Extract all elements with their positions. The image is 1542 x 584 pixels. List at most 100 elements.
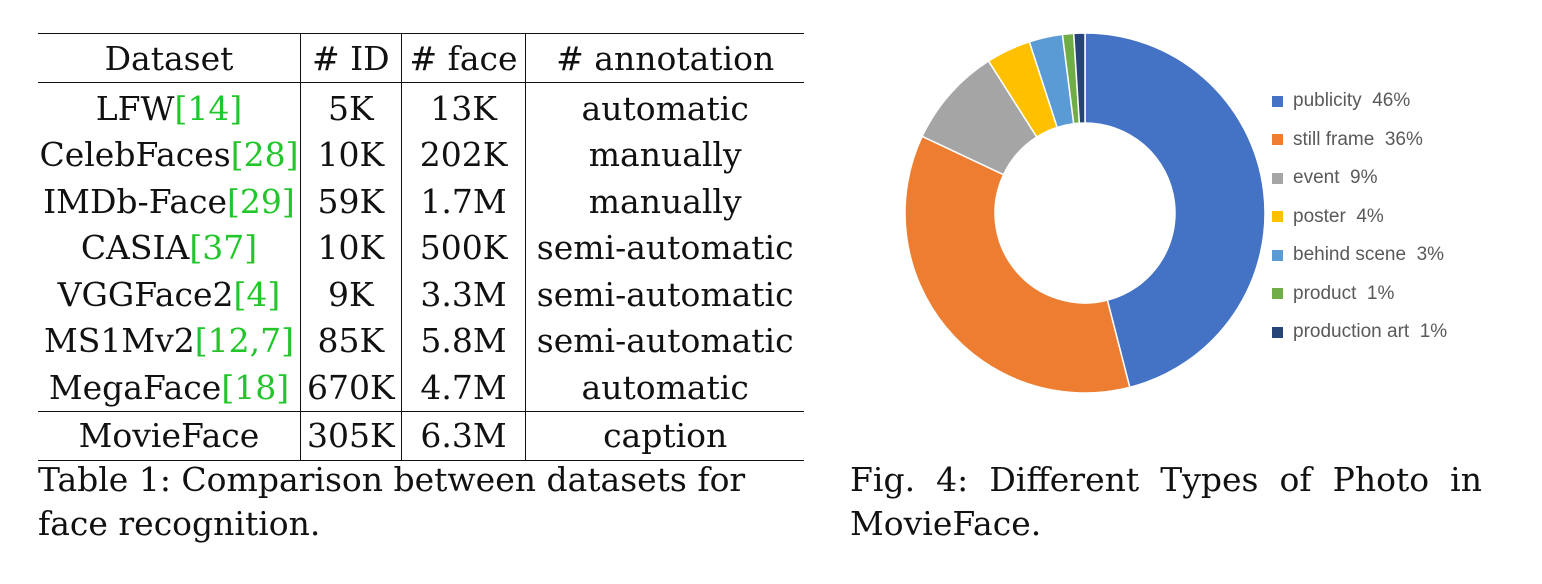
citation-open-bracket: [: [230, 135, 244, 175]
citation-open-bracket: [: [194, 321, 208, 361]
citation-link[interactable]: 28: [243, 135, 286, 175]
table-body: LFW[14] 5K 13K automatic CelebFaces[28] 10K 20…: [38, 82, 804, 412]
table-row: IMDb-Face[29] 59K 1.7M manually: [38, 178, 804, 225]
legend-label: still frame 36%: [1293, 128, 1423, 150]
annotation-cell: automatic: [581, 88, 749, 128]
face-count-cell: 202K: [401, 131, 527, 178]
citation-close-bracket: ]: [285, 135, 299, 175]
annotation-cell: semi-automatic: [536, 228, 794, 268]
legend-label: behind scene 3%: [1293, 244, 1445, 266]
face-count-cell: 13K: [401, 82, 527, 132]
legend-swatch: [1272, 211, 1283, 223]
face-count-cell: 4.7M: [401, 364, 527, 412]
legend-item: behind scene 3%: [1272, 236, 1447, 275]
legend-swatch: [1272, 288, 1283, 300]
citation-close-bracket: ]: [281, 321, 294, 361]
citation-link[interactable]: 4: [246, 274, 268, 314]
citation-link[interactable]: 37: [202, 228, 245, 268]
legend-label: event 9%: [1293, 167, 1378, 189]
citation-close-bracket: ]: [229, 88, 243, 128]
citation-open-bracket: [: [221, 367, 235, 407]
face-count-cell: 5.8M: [401, 317, 527, 364]
citation-link[interactable]: 29: [239, 181, 282, 221]
id-count-cell: 670K: [300, 364, 402, 412]
table-row: CASIA[37] 10K 500K semi-automatic: [38, 224, 804, 271]
legend-label: production art 1%: [1293, 321, 1448, 343]
id-count-cell: 59K: [300, 178, 402, 225]
dataset-cell: MegaFace[18]: [38, 364, 301, 412]
legend-item: production art 1%: [1272, 313, 1447, 352]
citation-link[interactable]: 12,7: [207, 321, 282, 361]
citation-close-bracket: ]: [276, 367, 290, 407]
dataset-name: MegaFace: [48, 367, 222, 407]
legend-swatch: [1272, 172, 1283, 184]
citation-close-bracket: ]: [244, 228, 258, 268]
face-count-cell: 3.3M: [401, 271, 527, 318]
footer-dataset-name: MovieFace: [38, 411, 301, 461]
dataset-cell: IMDb-Face[29]: [38, 178, 301, 225]
legend-swatch: [1272, 326, 1283, 338]
dataset-cell: CelebFaces[28]: [38, 131, 301, 178]
table-row: CelebFaces[28] 10K 202K manually: [38, 131, 804, 178]
table-row: MegaFace[18] 670K 4.7M automatic: [38, 364, 804, 412]
legend-item: still frame 36%: [1272, 121, 1447, 160]
dataset-name: LFW: [95, 88, 175, 128]
annotation-cell: manually: [588, 135, 742, 175]
face-count-cell: 1.7M: [401, 178, 527, 225]
table-footer-row: MovieFace 305K 6.3M caption: [38, 411, 804, 461]
comparison-table-container: Dataset # ID # face # annotation LFW[14]…: [38, 33, 804, 461]
donut-slice-still-frame: [904, 135, 1131, 394]
table-header-row: Dataset # ID # face # annotation: [38, 33, 804, 83]
citation-close-bracket: ]: [267, 274, 281, 314]
comparison-table: Dataset # ID # face # annotation LFW[14]…: [38, 33, 804, 461]
id-count-cell: 10K: [300, 224, 402, 271]
citation-link[interactable]: 14: [187, 88, 230, 128]
dataset-name: CASIA: [80, 228, 190, 268]
figure-caption: Fig. 4: Different Types of Photo in Movi…: [850, 460, 1482, 543]
table-row: VGGFace2[4] 9K 3.3M semi-automatic: [38, 271, 804, 318]
footer-id: 305K: [300, 411, 402, 461]
donut-slice-publicity: [1084, 32, 1266, 389]
footer-annotation: caption: [525, 411, 804, 461]
dataset-cell: CASIA[37]: [38, 224, 301, 271]
header-annotation: # annotation: [525, 33, 804, 83]
legend-item: event 9%: [1272, 159, 1447, 198]
legend-item: product 1%: [1272, 275, 1447, 314]
annotation-cell: manually: [588, 181, 742, 221]
id-count-cell: 9K: [300, 271, 402, 318]
id-count-cell: 5K: [300, 82, 402, 132]
legend-swatch: [1272, 95, 1283, 107]
citation-link[interactable]: 18: [234, 367, 277, 407]
dataset-cell: VGGFace2[4]: [38, 271, 301, 318]
citation-open-bracket: [: [189, 228, 203, 268]
legend-swatch: [1272, 134, 1283, 146]
dataset-name: MS1Mv2: [43, 321, 195, 361]
legend-label: product 1%: [1293, 282, 1395, 304]
legend-label: publicity 46%: [1293, 90, 1411, 112]
dataset-name: VGGFace2: [57, 274, 234, 314]
id-count-cell: 85K: [300, 317, 402, 364]
donut-chart: [904, 32, 1266, 394]
dataset-name: CelebFaces: [39, 135, 231, 175]
face-count-cell: 500K: [401, 224, 527, 271]
annotation-cell: automatic: [525, 364, 804, 412]
footer-face: 6.3M: [401, 411, 527, 461]
legend-item: poster 4%: [1272, 198, 1447, 237]
donut-slice-production-art: [1072, 32, 1086, 124]
citation-open-bracket: [: [233, 274, 247, 314]
dataset-cell: LFW[14]: [38, 82, 301, 132]
legend-item: publicity 46%: [1272, 82, 1447, 121]
table-row: LFW[14] 5K 13K automatic: [38, 82, 804, 132]
legend-label: poster 4%: [1293, 205, 1384, 227]
citation-close-bracket: ]: [281, 181, 295, 221]
header-face: # face: [401, 33, 527, 83]
header-id: # ID: [300, 33, 402, 83]
citation-open-bracket: [: [174, 88, 188, 128]
annotation-cell: semi-automatic: [536, 321, 794, 361]
annotation-cell: semi-automatic: [536, 274, 794, 314]
citation-open-bracket: [: [227, 181, 240, 221]
dataset-cell: MS1Mv2[12,7]: [38, 317, 301, 364]
table-caption: Table 1: Comparison between datasets for…: [38, 460, 746, 543]
legend-swatch: [1272, 249, 1283, 261]
id-count-cell: 10K: [300, 131, 402, 178]
